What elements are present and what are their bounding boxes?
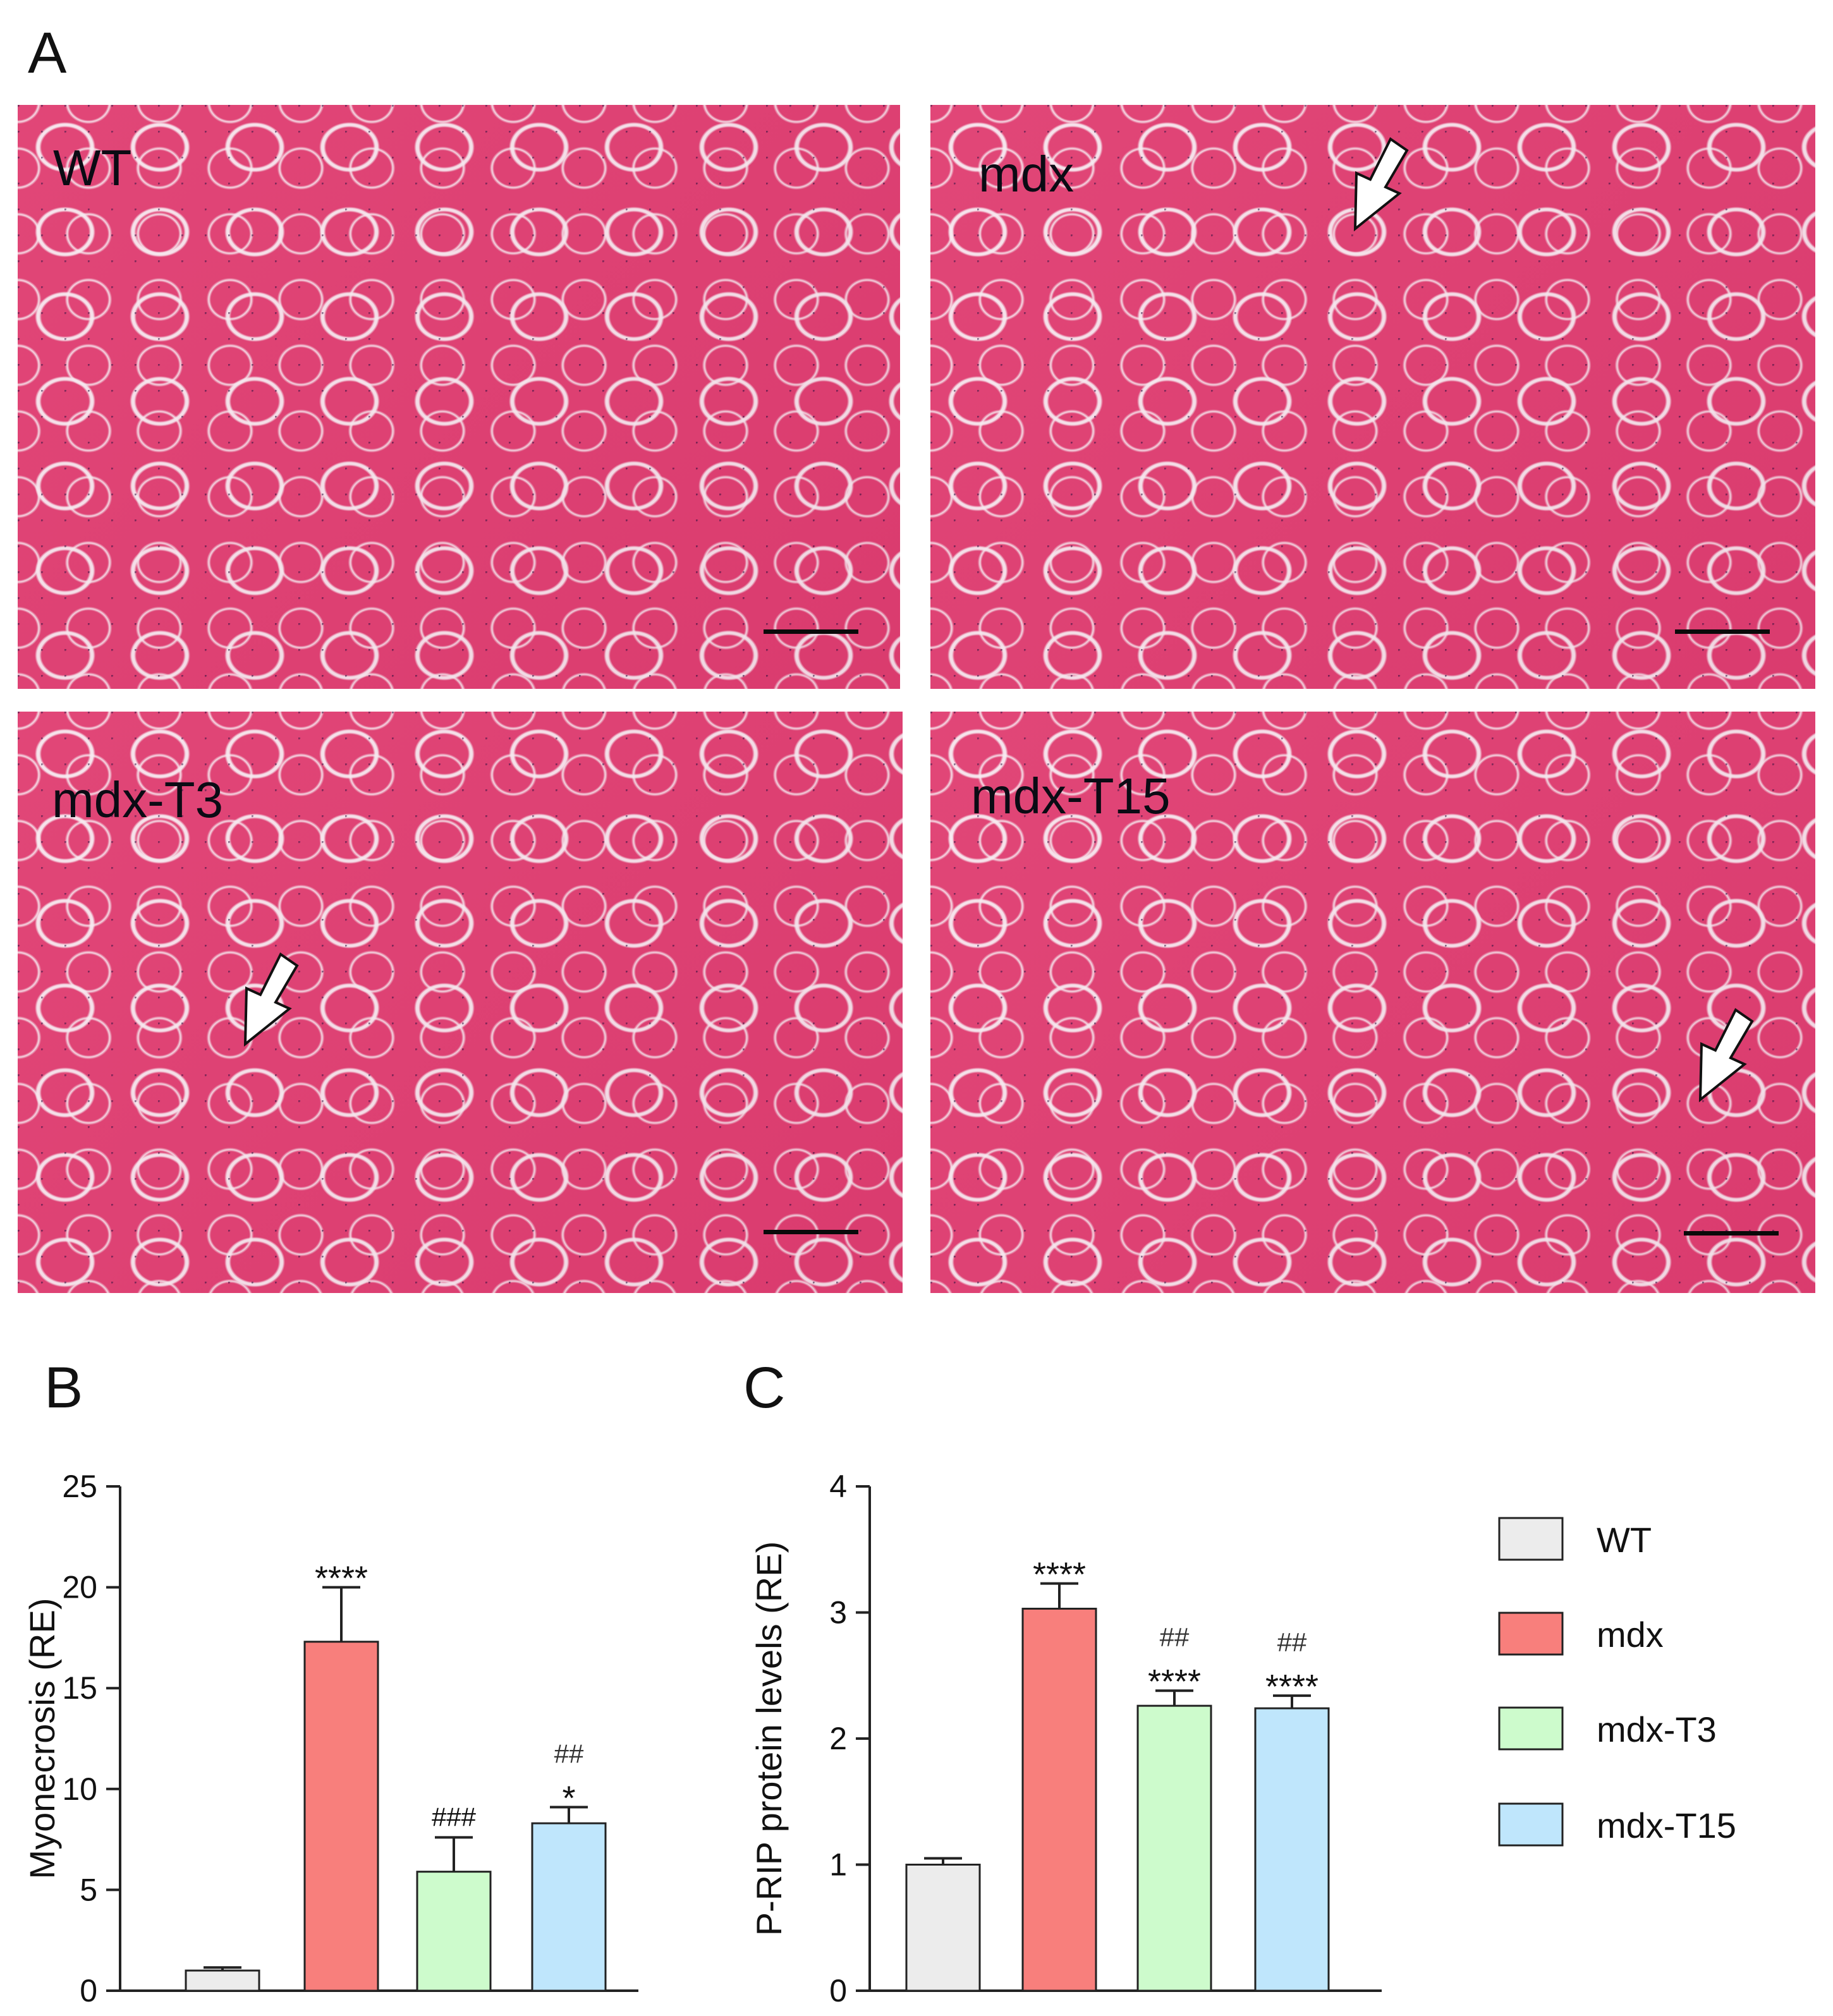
scale-bar bbox=[764, 1230, 858, 1234]
y-axis-label: P-RIP protein levels (RE) bbox=[749, 1541, 789, 1936]
bar-mdx bbox=[1021, 1608, 1097, 1992]
y-tick-label: 25 bbox=[62, 1469, 97, 1504]
arrow-icon bbox=[1698, 1008, 1754, 1102]
arrow-icon bbox=[243, 952, 299, 1047]
significance-label: **** bbox=[1148, 1663, 1201, 1701]
micrograph-label-mdx-t15: mdx-T15 bbox=[971, 768, 1171, 824]
scale-bar bbox=[1675, 629, 1770, 634]
legend-swatch bbox=[1498, 1706, 1564, 1751]
significance-label: **** bbox=[315, 1560, 368, 1598]
legend-swatch bbox=[1498, 1612, 1564, 1656]
bar-wt bbox=[905, 1864, 981, 1992]
bar-wt bbox=[185, 1969, 260, 1992]
panel-letter-b: B bbox=[44, 1356, 83, 1420]
legend: WT mdx mdx-T3 mdx-T15 bbox=[1498, 1517, 1736, 1847]
micrograph-label-mdx: mdx bbox=[978, 146, 1075, 202]
panel-letter-a: A bbox=[28, 21, 67, 85]
chart-c: 0 1 2 3 4 P-RIP protein levels (RE) **** **** ##… bbox=[749, 1469, 1382, 2008]
significance-label: ## bbox=[1277, 1627, 1307, 1657]
micrograph-label-mdx-t3: mdx-T3 bbox=[52, 772, 224, 828]
significance-label: **** bbox=[1033, 1556, 1086, 1594]
legend-label: mdx bbox=[1597, 1615, 1664, 1655]
bar-mdx-t3 bbox=[1136, 1704, 1212, 1992]
legend-swatch bbox=[1498, 1802, 1564, 1847]
y-axis-label: Myonecrosis (RE) bbox=[22, 1598, 62, 1879]
bar-mdx-t15 bbox=[1254, 1707, 1330, 1992]
y-tick-label: 3 bbox=[829, 1595, 847, 1630]
significance-label: * bbox=[562, 1780, 575, 1818]
micrograph-label-wt: WT bbox=[53, 140, 132, 196]
micrograph-mdx: mdx bbox=[930, 105, 1815, 689]
significance-label: ### bbox=[432, 1802, 477, 1831]
y-tick-label: 15 bbox=[62, 1670, 97, 1706]
bar-mdx-t3 bbox=[416, 1871, 492, 1992]
y-tick-label: 0 bbox=[80, 1973, 97, 2008]
micrograph-mdx-t15: mdx-T15 bbox=[930, 712, 1815, 1293]
significance-label: ## bbox=[1160, 1622, 1190, 1652]
arrow-icon bbox=[1353, 137, 1409, 231]
significance-label: ## bbox=[554, 1739, 584, 1769]
scale-bar bbox=[1684, 1231, 1779, 1236]
y-tick-label: 5 bbox=[80, 1872, 97, 1907]
micrograph-wt: WT bbox=[18, 105, 900, 689]
chart-b: 0 5 10 15 20 25 Myonecrosis (RE) **** ### * ## bbox=[22, 1469, 638, 2008]
bar-mdx-t15 bbox=[531, 1822, 607, 1992]
legend-label: mdx-T15 bbox=[1597, 1806, 1736, 1845]
micrograph-mdx-t3: mdx-T3 bbox=[18, 712, 903, 1293]
bar-mdx bbox=[303, 1641, 379, 1992]
y-tick-label: 2 bbox=[829, 1721, 847, 1756]
significance-label: **** bbox=[1265, 1668, 1318, 1706]
y-tick-label: 20 bbox=[62, 1570, 97, 1605]
panel-letter-c: C bbox=[743, 1356, 786, 1420]
legend-label: mdx-T3 bbox=[1597, 1709, 1717, 1749]
y-tick-label: 4 bbox=[829, 1469, 847, 1504]
legend-swatch bbox=[1498, 1517, 1564, 1561]
y-tick-label: 10 bbox=[62, 1771, 97, 1807]
scale-bar bbox=[764, 629, 858, 634]
legend-label: WT bbox=[1597, 1520, 1652, 1560]
y-tick-label: 1 bbox=[829, 1847, 847, 1883]
y-tick-label: 0 bbox=[829, 1973, 847, 2008]
